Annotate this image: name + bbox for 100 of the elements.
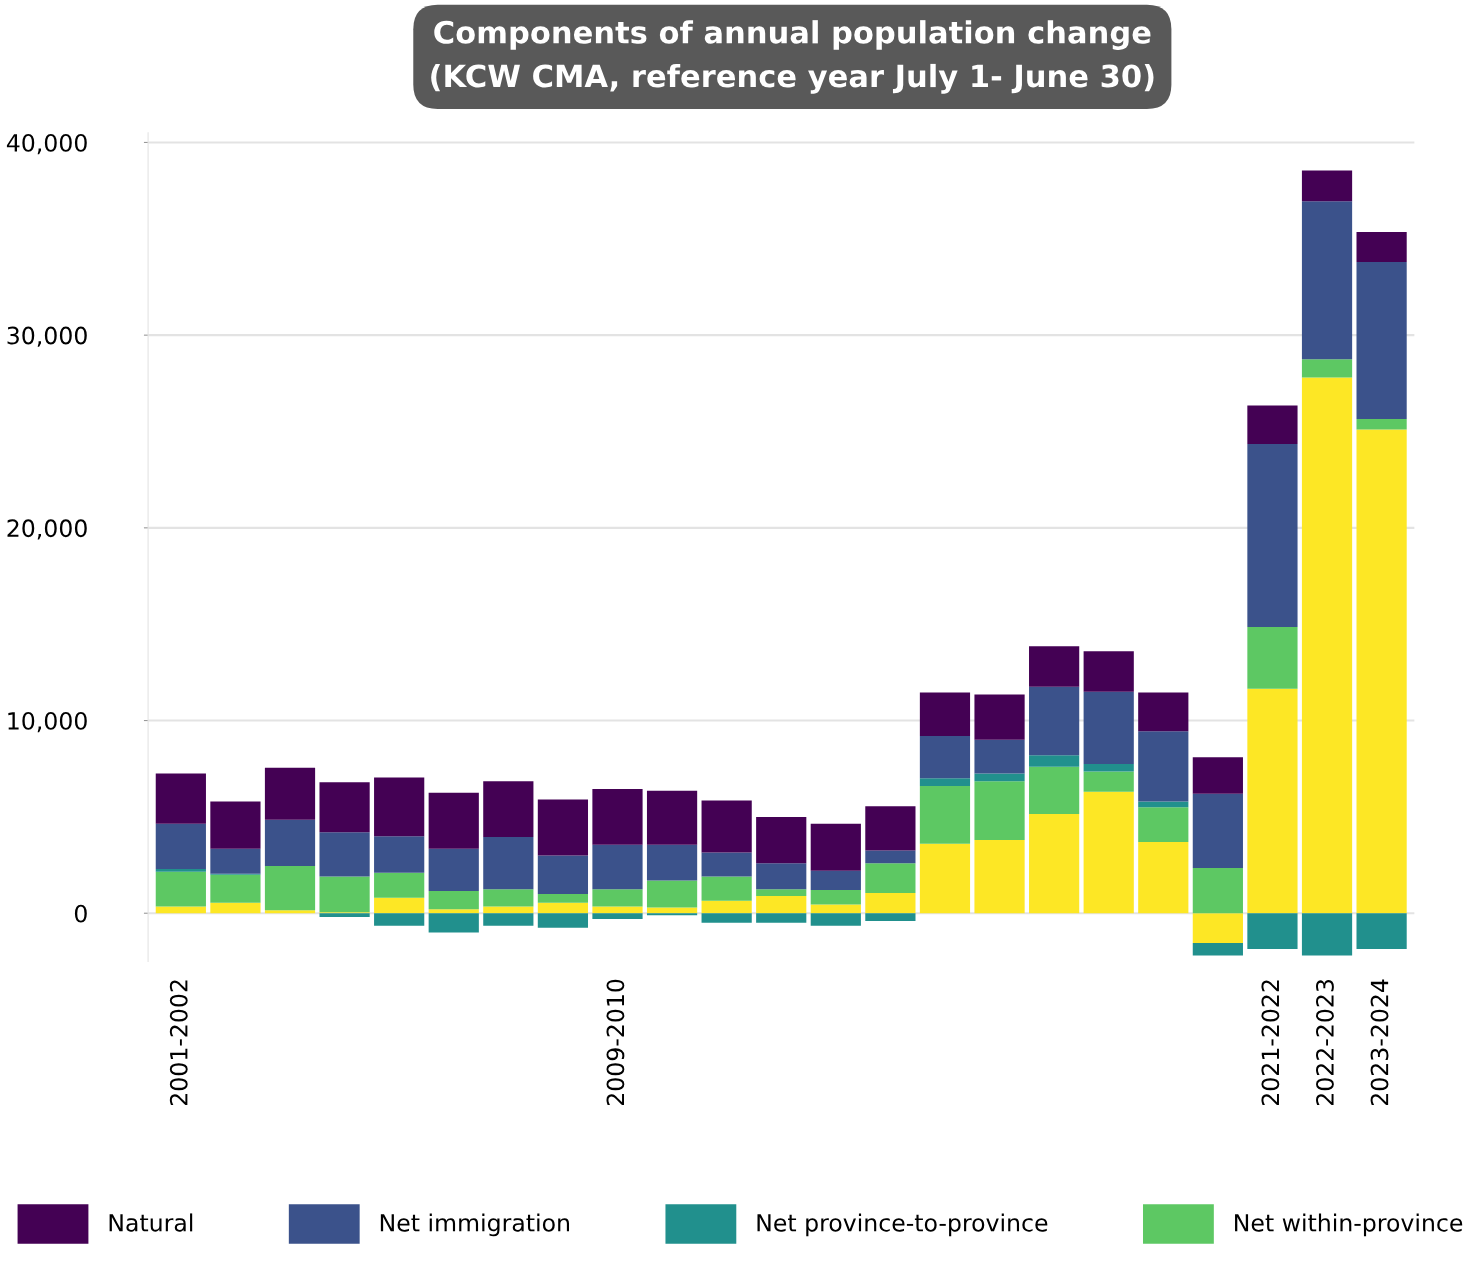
bar bbox=[1301, 359, 1353, 378]
bar bbox=[155, 868, 206, 872]
bar bbox=[537, 902, 589, 914]
bar bbox=[1029, 646, 1080, 687]
bar bbox=[483, 781, 534, 838]
bar bbox=[919, 843, 971, 914]
bar bbox=[155, 871, 206, 907]
y-tick-label: 20,000 bbox=[7, 519, 87, 540]
x-tick-label: 2001-2002 bbox=[169, 980, 188, 1106]
y-tick-label: 0 bbox=[74, 904, 87, 923]
bar bbox=[974, 840, 1025, 914]
bar bbox=[1356, 232, 1407, 262]
bar bbox=[1083, 771, 1134, 792]
bar bbox=[865, 913, 916, 921]
bar bbox=[374, 913, 425, 926]
bar bbox=[1301, 913, 1353, 956]
bar bbox=[756, 895, 807, 914]
bar bbox=[756, 863, 807, 890]
bar bbox=[810, 823, 861, 871]
bar bbox=[319, 782, 370, 833]
bar bbox=[210, 848, 261, 874]
bar bbox=[919, 786, 971, 844]
bar bbox=[264, 819, 316, 867]
bar bbox=[974, 694, 1025, 740]
bar bbox=[1356, 913, 1407, 949]
bar bbox=[155, 906, 206, 914]
bar bbox=[1083, 651, 1134, 692]
bar bbox=[264, 910, 316, 914]
bar bbox=[264, 866, 316, 911]
bar bbox=[428, 909, 479, 914]
bar bbox=[646, 880, 698, 908]
bar bbox=[428, 792, 479, 849]
bar bbox=[1192, 913, 1243, 944]
bar bbox=[1083, 763, 1134, 772]
bar bbox=[1192, 757, 1243, 794]
bar bbox=[919, 778, 971, 787]
bar bbox=[483, 906, 534, 914]
bar bbox=[919, 692, 971, 736]
bar bbox=[810, 870, 861, 891]
bar bbox=[374, 777, 425, 837]
bar bbox=[537, 893, 589, 903]
bar bbox=[1083, 691, 1134, 764]
bar bbox=[155, 773, 206, 824]
bar bbox=[592, 913, 643, 920]
bar bbox=[264, 767, 316, 820]
bar bbox=[1247, 913, 1298, 949]
bar bbox=[1029, 686, 1080, 756]
bar bbox=[1083, 791, 1134, 914]
bar bbox=[1356, 261, 1407, 419]
bar bbox=[210, 801, 261, 849]
bar bbox=[210, 902, 261, 914]
bar bbox=[646, 907, 698, 914]
bar bbox=[592, 889, 643, 907]
bar bbox=[319, 876, 370, 913]
bar bbox=[428, 848, 479, 892]
legend-label: Net immigration bbox=[380, 1213, 570, 1237]
bar bbox=[974, 739, 1025, 774]
bar bbox=[865, 863, 916, 893]
bar bbox=[701, 800, 752, 853]
bar bbox=[1356, 418, 1407, 430]
bar bbox=[1138, 807, 1189, 842]
bar bbox=[1138, 841, 1189, 914]
y-tick-label: 40,000 bbox=[6, 133, 87, 155]
bar bbox=[1247, 405, 1298, 445]
bar bbox=[428, 913, 479, 933]
x-tick-label: 2023-2024 bbox=[1370, 979, 1389, 1106]
bar bbox=[1192, 793, 1243, 868]
bar bbox=[592, 788, 643, 845]
bar bbox=[1301, 170, 1353, 202]
bar bbox=[483, 913, 534, 926]
bar bbox=[537, 913, 589, 928]
bar bbox=[428, 891, 479, 910]
bar bbox=[1301, 201, 1353, 360]
bar bbox=[483, 837, 534, 890]
bar bbox=[537, 799, 589, 856]
bar bbox=[1247, 444, 1298, 628]
bar bbox=[210, 874, 261, 903]
bar bbox=[865, 806, 916, 851]
x-tick-label: 2021-2022 bbox=[1261, 980, 1280, 1106]
bar bbox=[919, 735, 971, 779]
bar bbox=[374, 872, 425, 898]
bar bbox=[646, 844, 698, 881]
bar bbox=[1029, 766, 1080, 814]
bar bbox=[810, 913, 861, 926]
bar bbox=[756, 816, 807, 864]
bar bbox=[1138, 731, 1189, 802]
bar bbox=[865, 850, 916, 864]
bar bbox=[1301, 377, 1353, 914]
bar bbox=[1356, 429, 1407, 914]
bar bbox=[155, 823, 206, 869]
bar bbox=[756, 889, 807, 896]
bar bbox=[701, 913, 752, 923]
bar bbox=[374, 836, 425, 873]
bar bbox=[701, 852, 752, 877]
bar bbox=[1138, 801, 1189, 808]
bar bbox=[646, 790, 698, 845]
bar bbox=[592, 906, 643, 914]
y-tick-label: 10,000 bbox=[8, 711, 87, 733]
bar bbox=[374, 897, 425, 914]
chart-title: Components of annual population change (KCW CMA, reference year July 1- June 30) bbox=[431, 20, 1154, 94]
